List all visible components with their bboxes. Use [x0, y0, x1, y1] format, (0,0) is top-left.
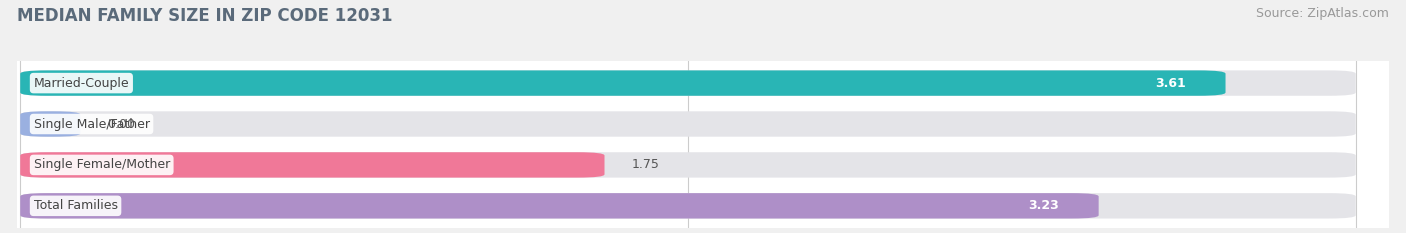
Text: 3.23: 3.23 [1028, 199, 1059, 212]
FancyBboxPatch shape [20, 193, 1098, 219]
FancyBboxPatch shape [20, 111, 1355, 137]
FancyBboxPatch shape [20, 111, 80, 137]
Text: Single Female/Mother: Single Female/Mother [34, 158, 170, 171]
Text: Married-Couple: Married-Couple [34, 77, 129, 89]
Text: MEDIAN FAMILY SIZE IN ZIP CODE 12031: MEDIAN FAMILY SIZE IN ZIP CODE 12031 [17, 7, 392, 25]
FancyBboxPatch shape [20, 152, 1355, 178]
Text: Total Families: Total Families [34, 199, 118, 212]
Text: Source: ZipAtlas.com: Source: ZipAtlas.com [1256, 7, 1389, 20]
Text: 0.00: 0.00 [107, 117, 135, 130]
FancyBboxPatch shape [20, 70, 1226, 96]
FancyBboxPatch shape [20, 193, 1355, 219]
Text: 1.75: 1.75 [631, 158, 659, 171]
FancyBboxPatch shape [20, 152, 605, 178]
Text: Single Male/Father: Single Male/Father [34, 117, 149, 130]
FancyBboxPatch shape [20, 70, 1355, 96]
Text: 3.61: 3.61 [1154, 77, 1185, 89]
